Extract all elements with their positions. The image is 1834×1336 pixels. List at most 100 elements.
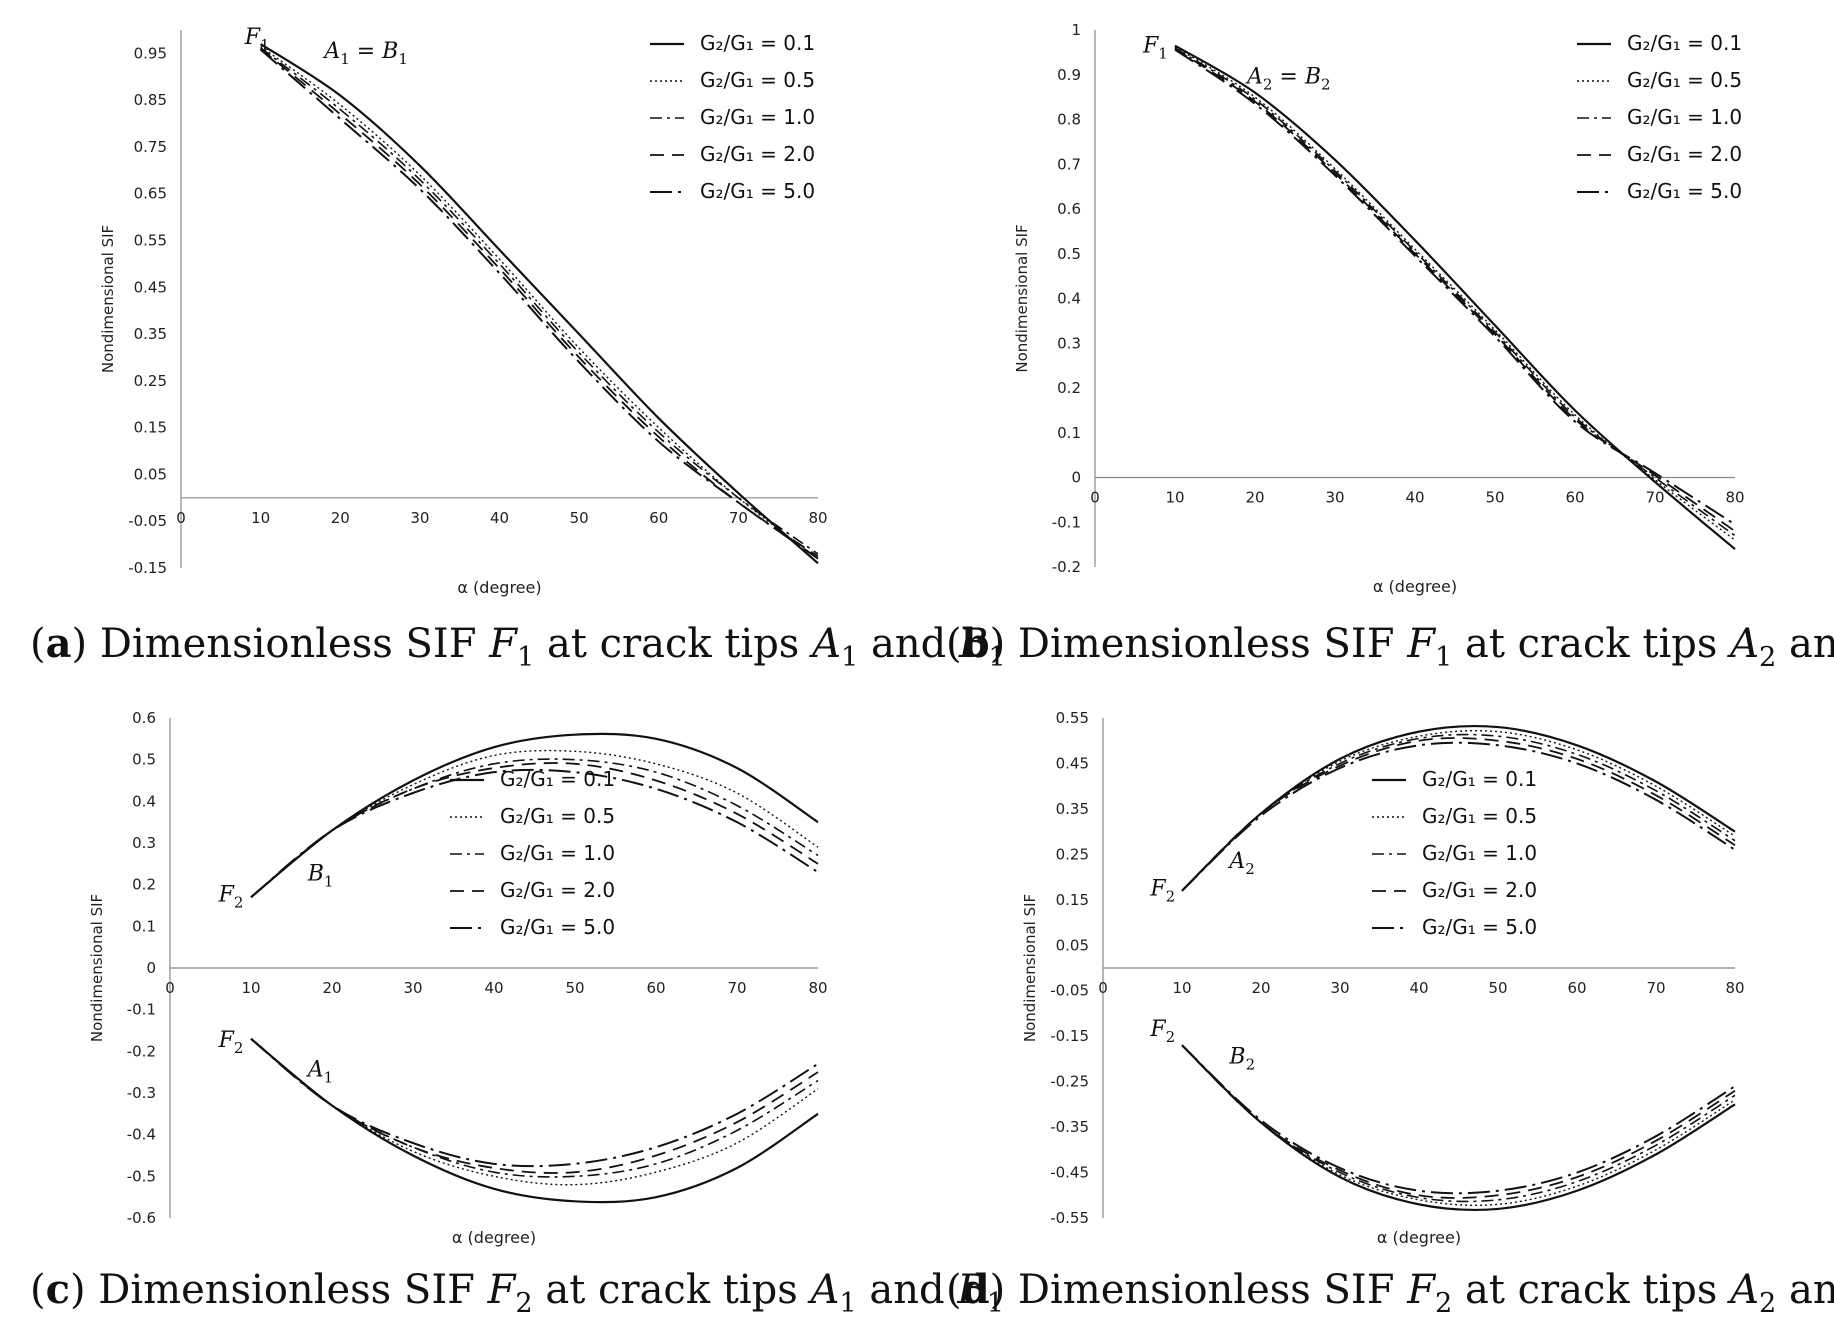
y-tick-label: 0.6 <box>132 709 156 727</box>
series-line-4-lower <box>250 1038 819 1174</box>
y-tick-label: 0.15 <box>134 419 167 437</box>
legend-label: G₂/G₁ = 5.0 <box>1422 915 1537 939</box>
caption-a: (a) Dimensionless SIF F1 at crack tips A… <box>30 620 1006 673</box>
y-tick-label: -0.2 <box>1052 558 1081 576</box>
x-axis-label: α (degree) <box>452 1228 536 1247</box>
x-tick-label: 80 <box>808 979 827 997</box>
y-tick-label: -0.35 <box>1050 1118 1089 1136</box>
chart-svg: -0.6 -0.5 -0.4 -0.3 -0.2 -0.1 0 0.1 0.2 0.3 0.4 0.5… <box>88 709 828 1247</box>
y-tick-label: 0.2 <box>1057 379 1081 397</box>
series-line-4 <box>1174 48 1736 532</box>
series-line-2-lower <box>250 1038 819 1186</box>
y-tick-label: -0.6 <box>127 1209 156 1227</box>
curve-annotation: F2 <box>218 1028 244 1057</box>
x-tick-label: 20 <box>1251 979 1270 997</box>
y-tick-label: -0.3 <box>127 1084 156 1102</box>
curve-annotation: A1 <box>306 1057 333 1086</box>
series-line-3-lower <box>250 1038 819 1178</box>
chart-panel-b: -0.2 -0.1 0 0.1 0.2 0.3 0.4 0.5 0.6 0.7 0.8 0.9 1 0 10… <box>917 0 1834 620</box>
curve-annotation: A1 = B1 <box>322 39 408 68</box>
legend-label: G₂/G₁ = 2.0 <box>700 142 815 166</box>
x-tick-label: 30 <box>410 509 429 527</box>
legend-label: G₂/G₁ = 0.1 <box>500 767 615 791</box>
y-tick-label: 0.55 <box>1056 709 1089 727</box>
chart-panel-d: -0.55 -0.45 -0.35 -0.25 -0.15 -0.05 0.05 0.15 0.… <box>917 675 1834 1275</box>
x-tick-label: 10 <box>1172 979 1191 997</box>
y-tick-label: -0.1 <box>127 1001 156 1019</box>
legend-label: G₂/G₁ = 5.0 <box>500 915 615 939</box>
y-tick-label: 0 <box>146 959 156 977</box>
series-line-5 <box>1181 741 1736 892</box>
series-line-5 <box>259 48 819 560</box>
x-tick-label: 80 <box>1725 489 1744 507</box>
x-tick-label: 80 <box>1725 979 1744 997</box>
y-tick-label: 1 <box>1071 21 1081 39</box>
legend-label: G₂/G₁ = 0.5 <box>1422 804 1537 828</box>
series-line-1 <box>260 43 819 565</box>
legend-label: G₂/G₁ = 0.5 <box>700 68 815 92</box>
series-line-5-lower <box>250 1038 819 1168</box>
x-axis-label: α (degree) <box>1377 1228 1461 1247</box>
x-tick-label: 50 <box>1488 979 1507 997</box>
y-tick-label: 0.7 <box>1057 155 1081 173</box>
y-tick-label: -0.05 <box>1050 982 1089 1000</box>
y-tick-label: 0.85 <box>134 91 167 109</box>
series-line-5-lower <box>1181 1044 1736 1195</box>
legend-label: G₂/G₁ = 0.5 <box>500 804 615 828</box>
y-tick-label: 0.3 <box>1057 334 1081 352</box>
x-tick-label: 30 <box>1325 489 1344 507</box>
y-tick-label: 0.45 <box>134 278 167 296</box>
x-tick-label: 20 <box>1245 489 1264 507</box>
x-tick-label: 0 <box>176 509 186 527</box>
legend: G₂/G₁ = 0.1 G₂/G₁ = 0.5 G₂/G₁ = 1.0 G₂/G₁ =… <box>1577 31 1742 203</box>
series-line-3 <box>250 758 819 898</box>
legend-label: G₂/G₁ = 0.1 <box>1627 31 1742 55</box>
curve-annotation: F1 <box>1142 33 1168 62</box>
y-tick-label: 0.95 <box>134 44 167 62</box>
chart-svg: -0.2-0.100.10.20.30.40.50.60.70.80.910 10… <box>1013 21 1745 596</box>
y-tick-label: -0.4 <box>127 1126 156 1144</box>
series-line-4 <box>250 762 819 898</box>
x-tick-label: 0 <box>1090 489 1100 507</box>
caption-b: (b) Dimensionless SIF F1 at crack tips A… <box>946 620 1834 673</box>
y-tick-label: 0.65 <box>134 185 167 203</box>
series-line-3 <box>1174 47 1736 537</box>
x-tick-label: 20 <box>331 509 350 527</box>
x-tick-label: 30 <box>1330 979 1349 997</box>
legend: G₂/G₁ = 0.1 G₂/G₁ = 0.5 G₂/G₁ = 1.0 G₂/G₁ =… <box>650 31 815 203</box>
x-tick-label: 50 <box>570 509 589 527</box>
x-axis-label: α (degree) <box>1373 577 1457 596</box>
x-axis-label: α (degree) <box>457 578 541 597</box>
caption-c: (c) Dimensionless SIF F2 at crack tips A… <box>30 1266 1005 1319</box>
series-line-4 <box>1181 737 1736 892</box>
legend-label: G₂/G₁ = 0.1 <box>1422 767 1537 791</box>
legend: G₂/G₁ = 0.1 G₂/G₁ = 0.5 G₂/G₁ = 1.0 G₂/G₁ =… <box>1372 767 1537 939</box>
y-tick-label: 0.3 <box>132 834 156 852</box>
x-tick-label: 80 <box>808 509 827 527</box>
series-line-5 <box>1174 48 1736 526</box>
x-tick-label: 40 <box>1409 979 1428 997</box>
y-axis-label: Nondimensional SIF <box>1013 224 1031 372</box>
legend-label: G₂/G₁ = 5.0 <box>1627 179 1742 203</box>
curve-annotation: B1 <box>307 862 334 891</box>
y-tick-label: -0.05 <box>128 512 167 530</box>
curve-annotation: F1 <box>244 25 270 54</box>
series-line-5 <box>250 768 819 898</box>
x-tick-label: 10 <box>241 979 260 997</box>
y-tick-label: 0 <box>1071 469 1081 487</box>
legend-label: G₂/G₁ = 5.0 <box>700 179 815 203</box>
chart-svg: -0.55 -0.45 -0.35 -0.25 -0.15 -0.05 0.05 0.15 0.… <box>1021 709 1745 1247</box>
chart-panel-c: -0.6 -0.5 -0.4 -0.3 -0.2 -0.1 0 0.1 0.2 0.3 0.4 0.5… <box>0 675 917 1275</box>
y-tick-label: 0.05 <box>134 465 167 483</box>
caption-d: (d) Dimensionless SIF F2 at crack tips A… <box>946 1266 1834 1319</box>
curve-annotation: F2 <box>1149 876 1175 905</box>
legend-label: G₂/G₁ = 0.5 <box>1627 68 1742 92</box>
x-tick-label: 10 <box>1165 489 1184 507</box>
y-tick-label: 0.2 <box>132 876 156 894</box>
y-tick-label: 0.15 <box>1056 891 1089 909</box>
y-tick-label: -0.1 <box>1052 513 1081 531</box>
y-tick-label: 0.45 <box>1056 754 1089 772</box>
curve-annotation: B2 <box>1228 1044 1255 1073</box>
y-axis-label: Nondimensional SIF <box>1021 894 1039 1042</box>
series-line-3 <box>260 47 819 555</box>
